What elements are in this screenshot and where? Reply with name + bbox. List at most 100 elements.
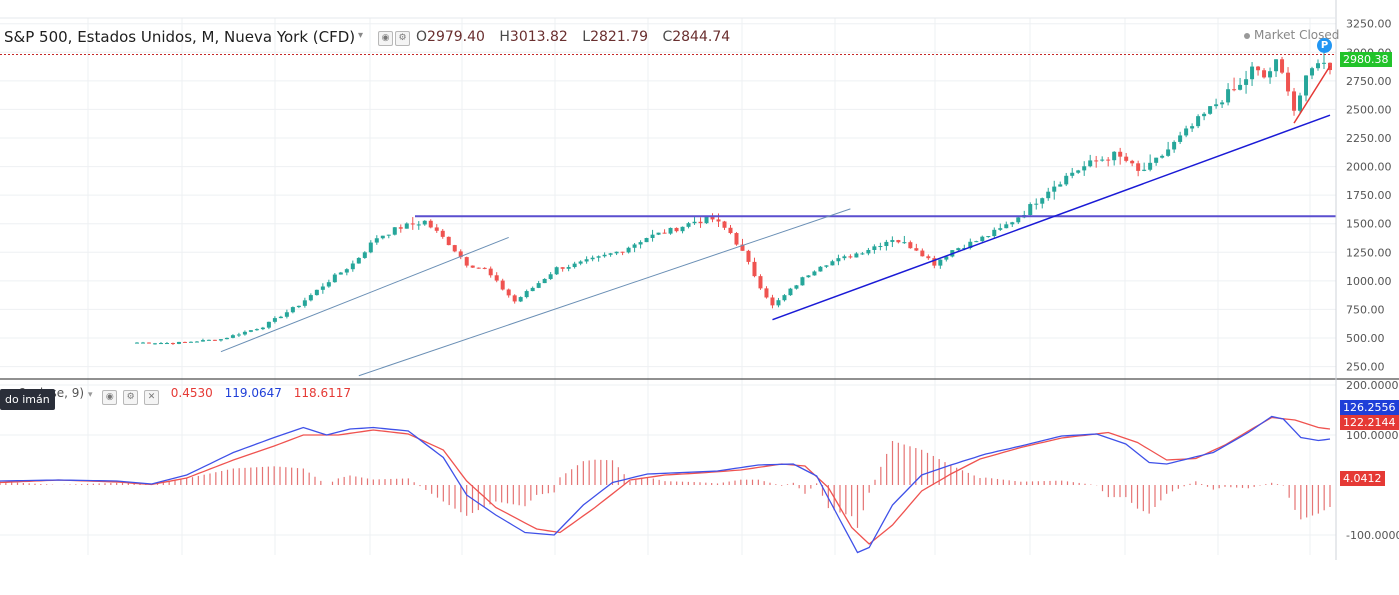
candle-up xyxy=(1028,204,1033,215)
close-value: 2844.74 xyxy=(672,29,731,45)
candle-up xyxy=(206,339,211,341)
macd-tick-label: -100.0000 xyxy=(1346,529,1399,542)
candle-up xyxy=(290,307,295,313)
candle-up xyxy=(788,288,793,296)
candle-up xyxy=(1040,198,1045,204)
price-tick-label: 1500.00 xyxy=(1346,218,1392,231)
candle-down xyxy=(476,267,481,269)
signal-line xyxy=(0,416,1331,545)
macd-tick-label: 100.0000 xyxy=(1346,429,1399,442)
candle-down xyxy=(212,339,217,341)
candle-down xyxy=(182,341,187,343)
chevron-down-icon[interactable]: ▾ xyxy=(87,390,93,400)
price-tick-label: 500.00 xyxy=(1346,332,1385,345)
candle-up xyxy=(692,221,697,224)
candle-up xyxy=(974,241,979,243)
chevron-down-icon[interactable]: ▾ xyxy=(358,30,364,41)
price-tick-label: 1250.00 xyxy=(1346,246,1392,259)
candle-up xyxy=(596,256,601,258)
candle-up xyxy=(140,342,145,344)
candle-up xyxy=(566,267,571,269)
current-price-tag: 2980.38 xyxy=(1340,52,1392,67)
candle-up xyxy=(1100,159,1105,161)
candle-up xyxy=(200,340,205,342)
low-value: 2821.79 xyxy=(590,29,648,45)
symbol-title[interactable]: S&P 500, Estados Unidos, M, Nueva York (… xyxy=(4,28,356,46)
candle-up xyxy=(416,224,421,226)
candle-up xyxy=(776,300,781,306)
candle-up xyxy=(806,275,811,278)
candle-up xyxy=(530,287,535,292)
candle-up xyxy=(302,300,307,306)
candle-down xyxy=(1124,156,1129,161)
low-key: L xyxy=(582,29,591,45)
settings-icon[interactable]: ⚙ xyxy=(123,390,139,405)
candle-down xyxy=(926,256,931,259)
eye-icon[interactable]: ◉ xyxy=(378,31,393,46)
candle-up xyxy=(818,266,823,272)
candle-up xyxy=(518,297,523,302)
candle-down xyxy=(1130,160,1135,164)
price-pane[interactable] xyxy=(0,50,1336,377)
candle-down xyxy=(146,342,151,344)
candle-down xyxy=(440,230,445,237)
candle-up xyxy=(350,263,355,270)
candle-down xyxy=(464,257,469,266)
high-value: 3013.82 xyxy=(509,29,568,45)
candle-down xyxy=(1094,160,1099,162)
candle-up xyxy=(842,256,847,259)
candle-down xyxy=(740,244,745,251)
candle-up xyxy=(1064,175,1069,185)
candle-up xyxy=(1154,157,1159,163)
candle-up xyxy=(344,269,349,273)
candle-down xyxy=(560,267,565,269)
candle-up xyxy=(1046,191,1051,199)
candle-up xyxy=(1202,113,1207,117)
candle-up xyxy=(230,335,235,338)
candle-up xyxy=(992,229,997,237)
candle-up xyxy=(524,291,529,298)
high-key: H xyxy=(499,29,510,45)
settings-icon[interactable]: ⚙ xyxy=(395,31,410,46)
eye-icon[interactable]: ◉ xyxy=(102,390,118,405)
price-axis[interactable]: 3250.003000.002750.002500.002250.002000.… xyxy=(0,0,1399,560)
candle-up xyxy=(1220,102,1225,105)
candle-down xyxy=(428,220,433,228)
candle-down xyxy=(506,289,511,296)
candle-up xyxy=(254,329,259,331)
candle-down xyxy=(728,227,733,234)
candle-down xyxy=(458,251,463,258)
candle-up xyxy=(980,236,985,242)
macd-line xyxy=(0,415,1331,554)
candle-up xyxy=(1070,172,1075,176)
candle-up xyxy=(338,272,343,275)
candle-down xyxy=(452,245,457,252)
trendline xyxy=(358,208,851,377)
candle-up xyxy=(320,286,325,290)
candle-up xyxy=(866,249,871,254)
candle-up xyxy=(890,240,895,242)
candle-down xyxy=(1232,89,1237,91)
candle-up xyxy=(794,285,799,289)
macd-value-tag: 126.2556 xyxy=(1340,400,1399,415)
candle-up xyxy=(830,261,835,266)
candle-up xyxy=(1178,135,1183,142)
macd-pane[interactable] xyxy=(0,415,1331,554)
candle-down xyxy=(620,251,625,253)
close-icon[interactable]: ✕ xyxy=(143,390,159,405)
candle-up xyxy=(1016,217,1021,223)
candle-up xyxy=(392,227,397,235)
pine-badge[interactable]: P xyxy=(1317,38,1332,53)
candle-up xyxy=(680,226,685,232)
candle-up xyxy=(644,238,649,243)
candle-up xyxy=(824,265,829,267)
candle-up xyxy=(812,271,817,276)
candle-up xyxy=(968,241,973,249)
candle-up xyxy=(368,242,373,253)
candle-up xyxy=(1172,141,1177,150)
candle-up xyxy=(1088,160,1093,167)
candle-up xyxy=(872,246,877,250)
grid-lines xyxy=(0,18,1336,555)
candle-down xyxy=(698,221,703,224)
